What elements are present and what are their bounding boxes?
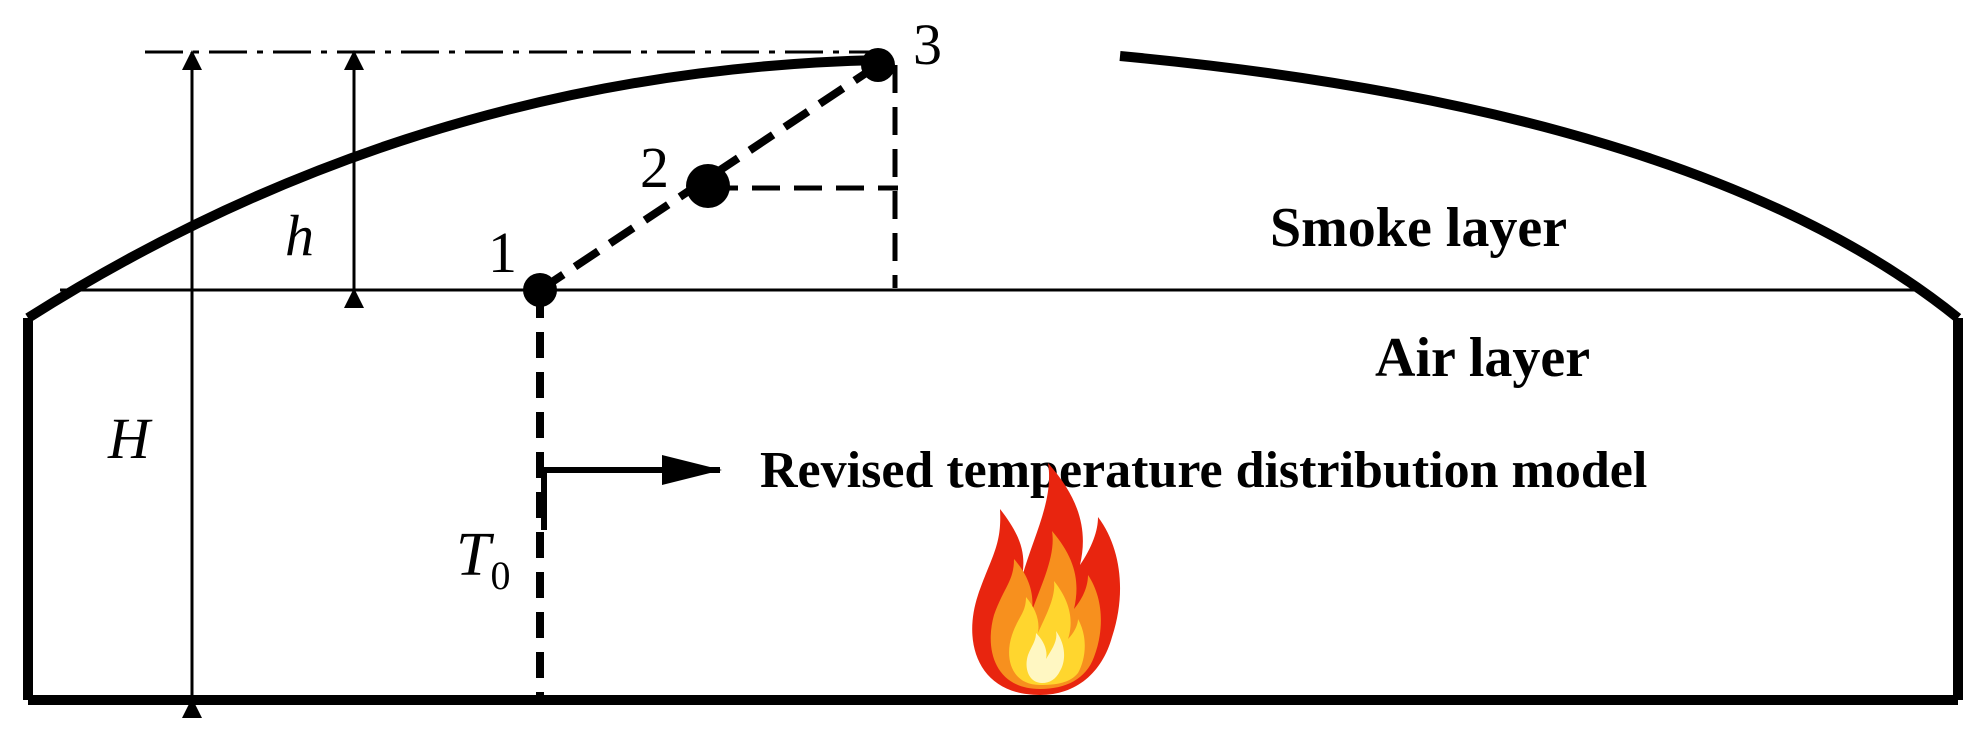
H-label: H (107, 406, 153, 471)
air-layer-label: Air layer (1375, 327, 1590, 389)
point-3-label: 3 (913, 12, 942, 77)
roof-left (25, 55, 881, 323)
point-2 (686, 164, 730, 208)
point-1-label: 1 (488, 220, 517, 285)
point-2-label: 2 (640, 135, 669, 200)
T0-label-main: T (456, 521, 495, 589)
point-3 (861, 48, 895, 82)
model-arrow (541, 455, 722, 530)
smoke-layer-label: Smoke layer (1270, 197, 1567, 259)
T0-label: T0 (456, 521, 510, 598)
fire-icon (972, 463, 1121, 695)
h-label: h (285, 203, 314, 268)
T0-label-subscript: 0 (490, 553, 510, 598)
point-1 (523, 273, 557, 307)
model-label: Revised temperature distribution model (760, 442, 1647, 499)
building-outline (23, 51, 1963, 705)
dashed-1-to-3 (537, 61, 881, 294)
roof-right (1119, 51, 1962, 322)
